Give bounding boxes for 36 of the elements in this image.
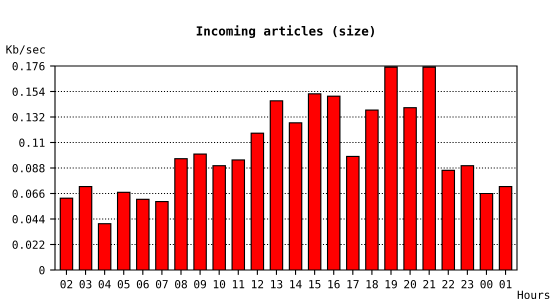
x-tick-label: 06 — [136, 280, 149, 288]
x-tick-label: 21 — [423, 280, 436, 288]
x-tick-label: 15 — [309, 280, 320, 288]
x-tick-label: 09 — [194, 280, 206, 288]
y-axis-title: Kb/sec — [6, 45, 45, 55]
x-tick-label: 22 — [442, 280, 454, 288]
x-tick-label: 10 — [214, 280, 226, 288]
x-tick-label: 23 — [462, 280, 474, 288]
x-tick-label: 20 — [404, 280, 416, 288]
x-tick-label: 03 — [80, 280, 92, 288]
x-tick-label: 08 — [175, 280, 187, 288]
x-tick-label: 11 — [232, 280, 244, 288]
x-tick-label: 00 — [480, 280, 492, 288]
x-tick-label: 02 — [60, 280, 72, 288]
chart-title: Incoming articles (size) — [196, 25, 374, 38]
y-tick-label: 0.044 — [12, 215, 45, 224]
x-tick-label: 07 — [156, 280, 168, 288]
y-tick-label: 0.154 — [12, 88, 45, 96]
y-tick-label: 0 — [39, 266, 45, 274]
y-tick-label: 0.132 — [12, 113, 44, 122]
x-tick-label: 05 — [118, 280, 130, 288]
x-tick-label: 01 — [500, 280, 512, 288]
x-tick-label: 04 — [98, 280, 111, 288]
x-tick-label: 19 — [386, 280, 397, 288]
y-tick-label: 0.088 — [12, 164, 45, 172]
x-tick-label: 14 — [290, 280, 302, 288]
x-tick-label: 12 — [252, 280, 264, 288]
x-tick-label: 13 — [271, 280, 282, 288]
y-tick-label: 0.11 — [19, 138, 45, 147]
x-axis-title: Hours — [518, 290, 550, 300]
x-tick-label: 16 — [328, 280, 340, 288]
y-tick-label: 0.022 — [12, 240, 44, 249]
x-tick-label: 18 — [366, 280, 378, 288]
y-tick-label: 0.066 — [12, 190, 45, 198]
x-tick-label: 17 — [347, 280, 359, 288]
y-tick-label: 0.176 — [12, 62, 45, 70]
